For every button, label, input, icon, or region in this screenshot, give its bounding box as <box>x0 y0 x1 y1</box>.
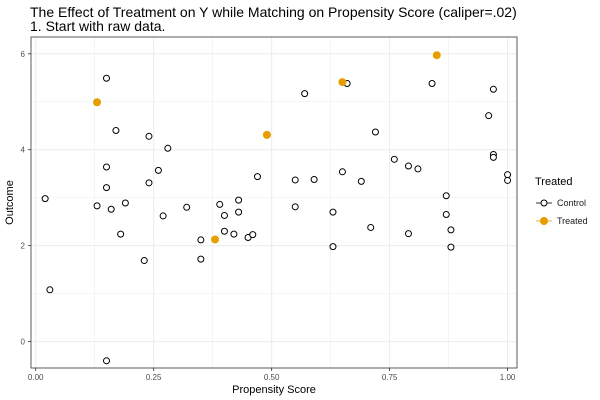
control-point <box>371 128 379 136</box>
chart-subtitle: 1. Start with raw data. <box>30 18 166 34</box>
control-point <box>489 85 497 93</box>
control-point <box>102 184 110 192</box>
control-point <box>220 227 228 235</box>
y-tick-label: 0 <box>21 338 26 347</box>
control-point <box>197 236 205 244</box>
control-point <box>329 243 337 251</box>
control-point <box>140 257 148 265</box>
control-point <box>447 226 455 234</box>
control-point <box>235 196 243 204</box>
control-point <box>164 144 172 152</box>
control-point <box>197 255 205 263</box>
control-point <box>112 127 120 135</box>
treated-point <box>262 130 271 139</box>
control-point <box>154 166 162 174</box>
control-point <box>357 177 365 185</box>
control-point <box>117 230 125 238</box>
control-point <box>102 163 110 171</box>
control-point <box>253 173 261 181</box>
x-tick-label: 0.00 <box>28 373 44 382</box>
control-point <box>230 230 238 238</box>
control-point <box>428 80 436 88</box>
control-point <box>102 357 110 365</box>
y-tick-label: 4 <box>21 146 26 155</box>
control-point <box>159 212 167 220</box>
legend-item-control: Control <box>535 194 599 212</box>
control-point <box>145 179 153 187</box>
control-point <box>249 231 257 239</box>
control-point <box>145 132 153 140</box>
control-point <box>291 176 299 184</box>
control-point <box>41 195 49 203</box>
control-point <box>404 230 412 238</box>
control-point <box>404 162 412 170</box>
grid-lines <box>31 37 517 368</box>
treated-point <box>211 235 220 244</box>
x-tick-label: 1.00 <box>500 373 516 382</box>
treated-point <box>93 98 102 107</box>
legend-label-control: Control <box>557 198 587 208</box>
control-point <box>235 208 243 216</box>
control-point <box>504 176 512 184</box>
control-point <box>489 153 497 161</box>
legend: Treated Control Treated <box>535 175 599 230</box>
treated-point <box>338 78 347 87</box>
control-point <box>216 200 224 208</box>
control-point <box>338 168 346 176</box>
y-axis-label: Outcome <box>4 180 16 225</box>
chart-title: The Effect of Treatment on Y while Match… <box>30 4 517 20</box>
control-point <box>310 175 318 183</box>
control-point <box>107 205 115 213</box>
data-points <box>41 51 512 365</box>
y-tick-label: 2 <box>21 242 26 251</box>
control-point <box>329 208 337 216</box>
legend-item-treated: Treated <box>535 212 599 230</box>
control-point <box>390 155 398 163</box>
legend-key-control <box>535 194 553 212</box>
legend-label-treated: Treated <box>557 216 588 226</box>
control-point <box>46 286 54 294</box>
control-point <box>93 202 101 210</box>
control-point <box>367 223 375 231</box>
control-point <box>121 199 129 207</box>
control-point <box>485 112 493 120</box>
panel-border <box>30 36 518 369</box>
control-point <box>442 210 450 218</box>
x-axis-label: Propensity Score <box>232 384 316 396</box>
control-point <box>291 203 299 211</box>
control-point <box>102 74 110 82</box>
legend-key-treated <box>535 212 553 230</box>
y-tick-label: 6 <box>21 50 26 59</box>
axes: 0.00 0.25 0.50 0.75 1.00 0 2 4 6 <box>21 50 516 382</box>
control-point <box>183 203 191 211</box>
control-point <box>442 192 450 200</box>
x-tick-label: 0.50 <box>264 373 280 382</box>
x-tick-label: 0.75 <box>382 373 398 382</box>
control-point <box>301 90 309 98</box>
control-point <box>504 171 512 179</box>
control-point <box>220 211 228 219</box>
x-tick-label: 0.25 <box>146 373 162 382</box>
control-point <box>414 165 422 173</box>
control-point <box>447 243 455 251</box>
legend-title: Treated <box>535 176 573 188</box>
treated-point <box>432 51 441 60</box>
